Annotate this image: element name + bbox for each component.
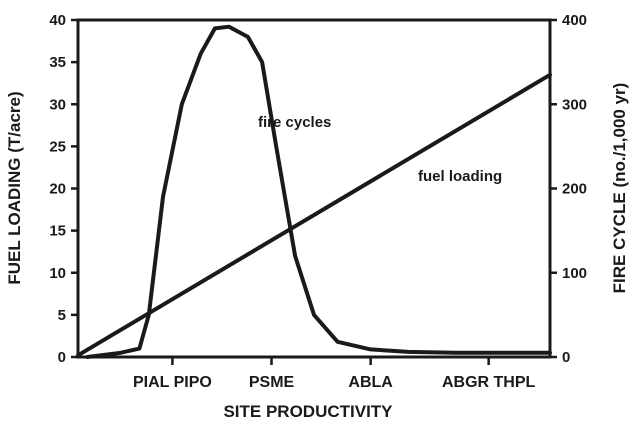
- x-category-label: PIAL PIPO: [133, 374, 212, 391]
- annotation-fire-cycles: fire cycles: [258, 114, 331, 131]
- right-axis-ticks: 0 100 200 300 400: [550, 12, 587, 366]
- left-tick-label: 0: [58, 349, 66, 366]
- series-line-fuel-loading: [76, 72, 552, 358]
- left-tick-label: 20: [49, 181, 66, 198]
- right-tick-label: 300: [562, 96, 587, 113]
- right-tick-label: 100: [562, 265, 587, 282]
- x-category-label: PSME: [249, 374, 295, 391]
- annotation-fuel-loading: fuel loading: [418, 168, 502, 185]
- left-tick-label: 35: [49, 54, 66, 71]
- x-category-label: ABGR THPL: [442, 374, 536, 391]
- left-tick-label: 5: [58, 307, 66, 324]
- series-line-fire-cycles: [85, 24, 552, 359]
- left-axis-ticks: 0 5 10 15 20 25 30 35 40: [49, 12, 78, 366]
- left-tick-label: 25: [49, 138, 66, 155]
- y-axis-title-right: FIRE CYCLE (no./1,000 yr): [610, 83, 629, 294]
- left-tick-label: 10: [49, 265, 66, 282]
- right-tick-label: 400: [562, 12, 587, 29]
- left-tick-label: 15: [49, 223, 66, 240]
- left-tick-label: 40: [49, 12, 66, 29]
- right-tick-label: 0: [562, 349, 570, 366]
- x-category-label: ABLA: [348, 374, 393, 391]
- plot-frame: [76, 18, 552, 359]
- x-axis-title: SITE PRODUCTIVITY: [223, 402, 393, 421]
- series-lines: [76, 24, 552, 359]
- left-tick-label: 30: [49, 96, 66, 113]
- x-axis-categories: PIAL PIPO PSME ABLA ABGR THPL: [133, 357, 536, 391]
- y-axis-title-left: FUEL LOADING (T/acre): [5, 91, 24, 284]
- right-tick-label: 200: [562, 181, 587, 198]
